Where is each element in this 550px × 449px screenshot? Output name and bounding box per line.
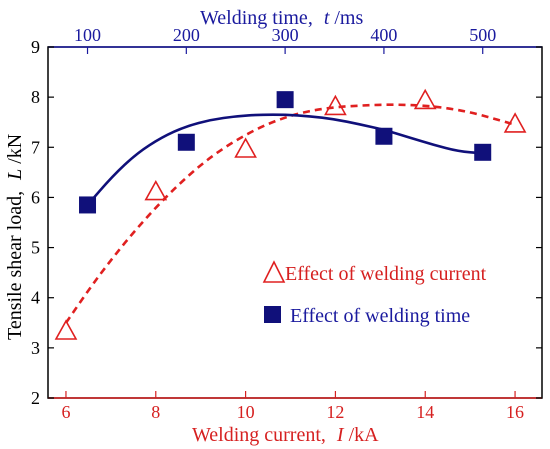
top-tick-label: 200 <box>173 25 200 45</box>
bottom-axis-title-unit: /kA <box>349 424 380 446</box>
marker-time-point <box>276 91 294 109</box>
top-tick-label: 100 <box>74 25 101 45</box>
bottom-tick-label: 12 <box>326 402 344 422</box>
y-tick-label: 2 <box>31 388 40 408</box>
data-markers <box>54 88 527 340</box>
y-axis-title-unit: /kN <box>4 134 26 164</box>
fit-curve-current <box>64 103 517 324</box>
marker-current-point <box>503 112 527 133</box>
bottom-tick-label: 8 <box>151 402 160 422</box>
y-axis-title: Tensile shear load, L /kN <box>4 134 26 340</box>
y-tick-label: 4 <box>31 288 40 308</box>
legend-label-current: Effect of welding current <box>285 263 487 285</box>
marker-current-point <box>54 319 78 340</box>
marker-current-point <box>324 94 347 116</box>
y-axis-ticks: 2 3 4 5 6 7 8 9 <box>31 37 542 408</box>
y-axis-title-var: L <box>4 169 26 181</box>
marker-current-point <box>144 179 168 201</box>
bottom-axis-title-prefix: Welding current, <box>192 424 326 446</box>
fit-curve-time <box>86 113 485 206</box>
legend-triangle-marker <box>262 260 286 283</box>
y-tick-label: 9 <box>31 37 40 57</box>
marker-current-point <box>413 88 437 110</box>
bottom-tick-label: 16 <box>506 402 524 422</box>
marker-time-point <box>79 196 97 214</box>
y-tick-label: 3 <box>31 338 40 358</box>
top-tick-label: 300 <box>272 25 299 45</box>
marker-time-point <box>375 127 393 145</box>
marker-time-point <box>177 133 195 151</box>
top-axis-title: Welding time, t /ms <box>200 7 363 29</box>
top-tick-label: 500 <box>469 25 496 45</box>
y-axis-title-prefix: Tensile shear load, <box>4 191 26 340</box>
y-tick-label: 7 <box>31 137 40 157</box>
legend-square-marker <box>264 306 281 323</box>
bottom-tick-label: 14 <box>416 402 434 422</box>
bottom-axis-title-var: I <box>336 424 345 446</box>
top-axis-title-unit: /ms <box>334 7 363 29</box>
fit-curves <box>64 103 517 324</box>
top-axis-title-prefix: Welding time, <box>200 7 313 29</box>
top-axis-ticks: 100 200 300 400 500 <box>74 25 496 54</box>
marker-time-point <box>474 143 492 161</box>
legend-label-time: Effect of welding time <box>290 305 470 327</box>
bottom-axis-title: Welding current, I /kA <box>192 424 379 446</box>
y-tick-label: 6 <box>31 187 40 207</box>
top-axis-title-var: t <box>324 7 330 29</box>
plot-frame <box>47 46 543 399</box>
bottom-tick-label: 10 <box>237 402 255 422</box>
marker-current-point <box>234 137 257 158</box>
legend: Effect of welding current Effect of weld… <box>262 260 487 327</box>
bottom-tick-label: 6 <box>61 402 70 422</box>
top-tick-label: 400 <box>370 25 397 45</box>
y-tick-label: 5 <box>31 238 40 258</box>
y-tick-label: 8 <box>31 87 40 107</box>
bottom-axis-ticks: 6 8 10 12 14 16 <box>61 391 524 422</box>
